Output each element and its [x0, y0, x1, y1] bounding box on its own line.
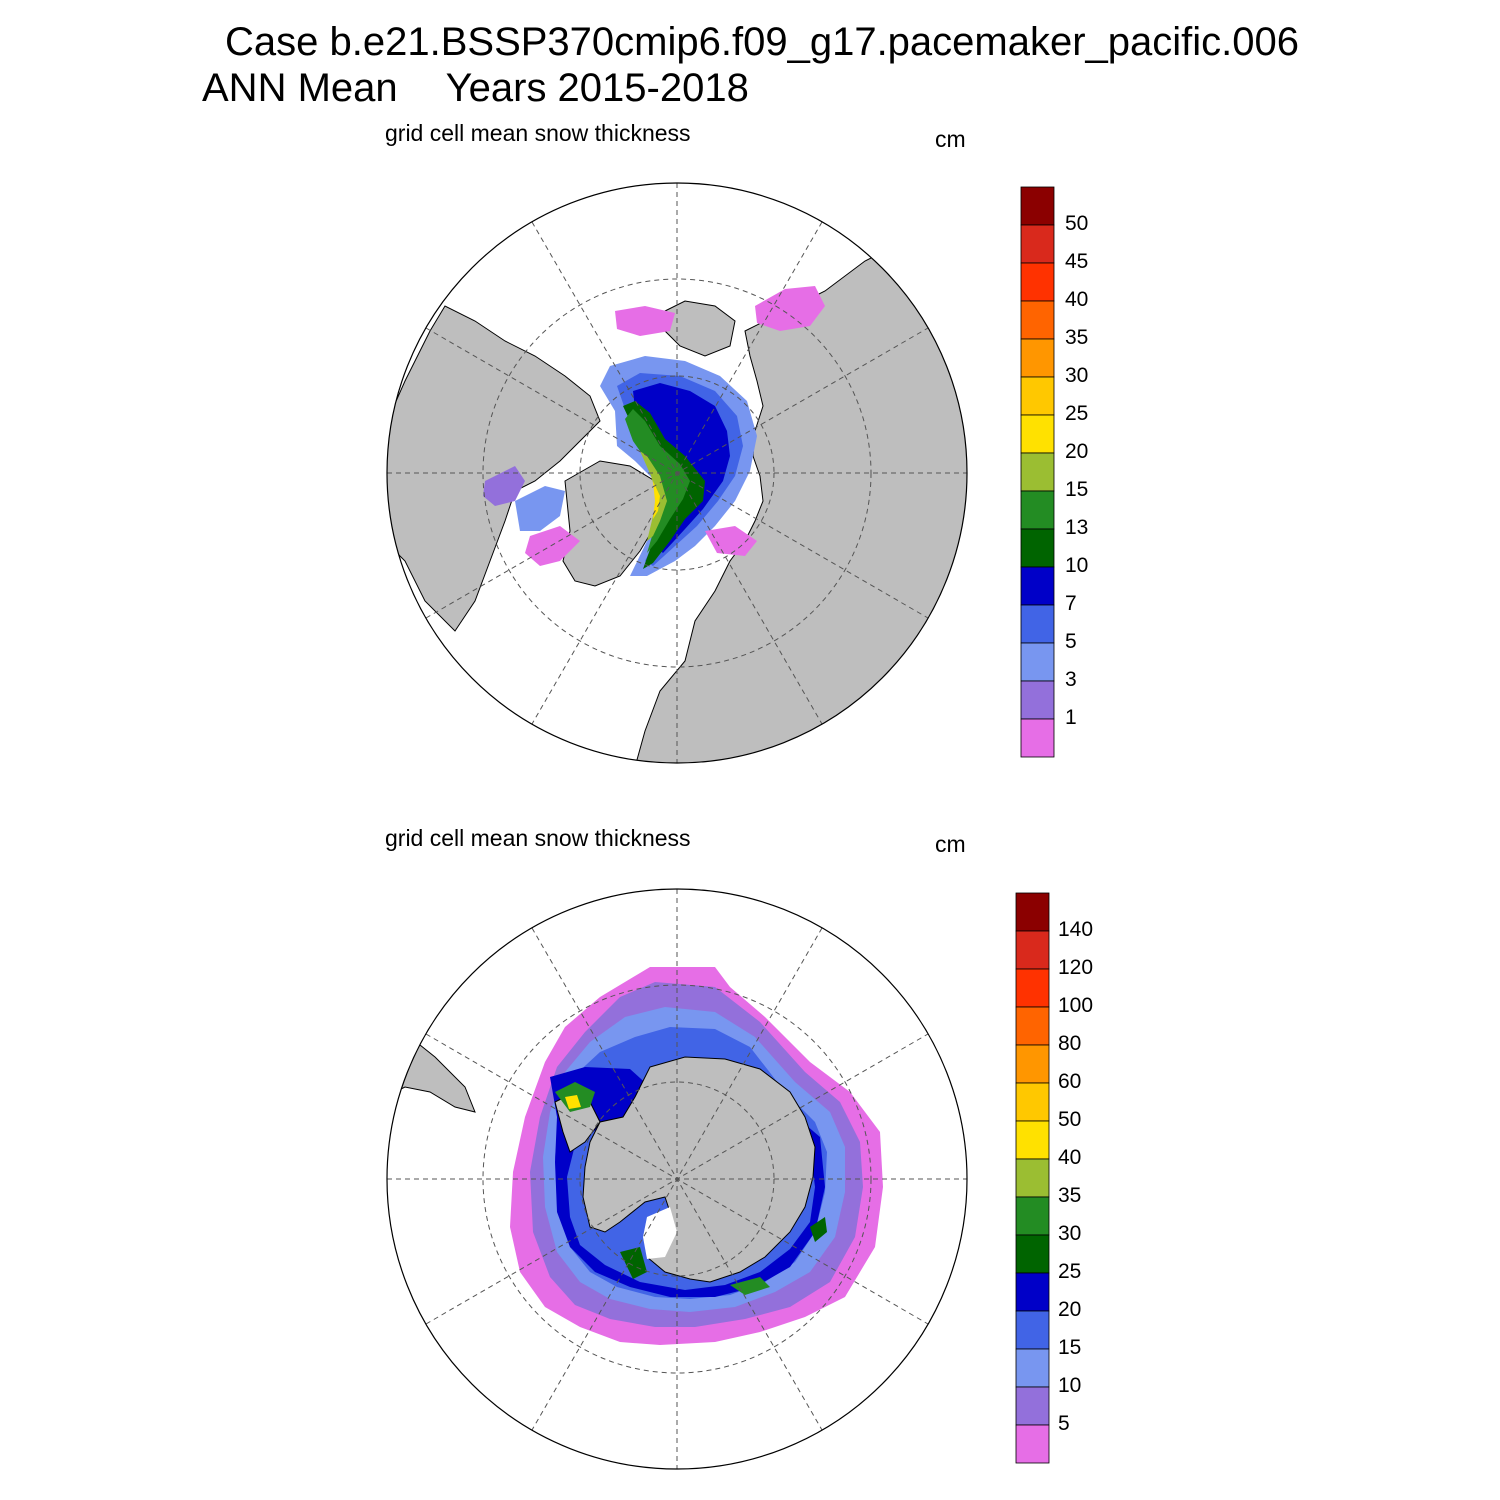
nh-panel-title: grid cell mean snow thickness — [385, 120, 691, 146]
colorbar-box — [1015, 1424, 1050, 1464]
colorbar-box — [1020, 490, 1055, 530]
nh-alaska — [664, 300, 736, 357]
colorbar-box — [1015, 1196, 1050, 1236]
nh-snow-25 — [653, 481, 660, 519]
colorbar-tick-label: 3 — [1065, 668, 1077, 691]
period-title: ANN Mean Years 2015-2018 — [202, 66, 749, 111]
colorbar-box — [1015, 968, 1050, 1008]
case-title: Case b.e21.BSSP370cmip6.f09_g17.pacemake… — [225, 20, 1300, 64]
colorbar-tick-label: 35 — [1065, 326, 1089, 349]
colorbar-box — [1020, 338, 1055, 378]
sh-snow-ross-25 — [620, 1247, 647, 1279]
colorbar-box — [1020, 452, 1055, 492]
colorbar-tick-label: 13 — [1065, 516, 1089, 539]
colorbar-box — [1020, 642, 1055, 682]
colorbar-box — [1015, 1386, 1050, 1426]
season-label: ANN Mean — [202, 66, 398, 110]
colorbar-box — [1020, 186, 1055, 226]
colorbar-tick-label: 25 — [1058, 1260, 1082, 1283]
colorbar-box — [1015, 1120, 1050, 1160]
sh-snow-amundsen-30 — [730, 1277, 770, 1295]
nh-unit-label: cm — [935, 126, 966, 152]
colorbar-box — [1015, 892, 1050, 932]
years-label: Years 2015-2018 — [445, 66, 749, 110]
colorbar-tick-label: 30 — [1065, 364, 1089, 387]
nh-land — [387, 305, 601, 632]
nh-snow-20 — [640, 451, 667, 541]
colorbar-box — [1015, 1234, 1050, 1274]
colorbar-tick-label: 5 — [1065, 630, 1077, 653]
colorbar-box — [1015, 1158, 1050, 1198]
colorbar-box — [1020, 604, 1055, 644]
nh-snow-15 — [625, 409, 690, 553]
colorbar-tick-label: 40 — [1065, 288, 1089, 311]
colorbar-tick-label: 15 — [1058, 1336, 1082, 1359]
colorbar-tick-label: 7 — [1065, 592, 1077, 615]
colorbar-tick-label: 120 — [1058, 956, 1094, 979]
nh-polar-map — [386, 182, 968, 764]
sh-colorbar — [1015, 892, 1051, 1469]
colorbar-box — [1015, 1044, 1050, 1084]
colorbar-box — [1015, 1348, 1050, 1388]
colorbar-tick-label: 20 — [1058, 1298, 1082, 1321]
colorbar-tick-label: 25 — [1065, 402, 1089, 425]
colorbar-box — [1015, 1272, 1050, 1312]
nh-snow-okhotsk — [755, 286, 825, 331]
colorbar-box — [1020, 680, 1055, 720]
colorbar-tick-label: 5 — [1058, 1412, 1070, 1435]
nh-snow-bering — [615, 306, 675, 336]
colorbar-box — [1020, 718, 1055, 758]
colorbar-box — [1020, 262, 1055, 302]
colorbar-box — [1020, 414, 1055, 454]
colorbar-box — [1020, 566, 1055, 606]
colorbar-tick-label: 20 — [1065, 440, 1089, 463]
colorbar-tick-label: 50 — [1058, 1108, 1082, 1131]
sh-ross-ice — [643, 1207, 677, 1259]
colorbar-box — [1015, 1082, 1050, 1122]
colorbar-tick-label: 80 — [1058, 1032, 1082, 1055]
colorbar-box — [1020, 376, 1055, 416]
colorbar-box — [1020, 300, 1055, 340]
colorbar-tick-label: 60 — [1058, 1070, 1082, 1093]
colorbar-box — [1015, 1310, 1050, 1350]
colorbar-box — [1020, 224, 1055, 264]
nh-snow-baffin — [483, 466, 525, 506]
colorbar-tick-label: 15 — [1065, 478, 1089, 501]
colorbar-box — [1015, 930, 1050, 970]
colorbar-tick-label: 50 — [1065, 212, 1089, 235]
colorbar-tick-label: 40 — [1058, 1146, 1082, 1169]
sh-colorbar-boxes — [1015, 892, 1050, 1464]
nh-greenland — [562, 460, 669, 587]
sh-unit-label: cm — [935, 831, 966, 857]
colorbar-tick-label: 140 — [1058, 918, 1094, 941]
colorbar-tick-label: 10 — [1065, 554, 1089, 577]
colorbar-tick-label: 35 — [1058, 1184, 1082, 1207]
colorbar-box — [1020, 528, 1055, 568]
sh-polar-map — [386, 888, 968, 1470]
sh-snow-weddell-40 — [565, 1095, 581, 1109]
colorbar-tick-label: 45 — [1065, 250, 1089, 273]
nh-colorbar-boxes — [1020, 186, 1055, 758]
nh-snow-barents — [705, 526, 757, 556]
colorbar-box — [1015, 1006, 1050, 1046]
colorbar-tick-label: 30 — [1058, 1222, 1082, 1245]
colorbar-tick-label: 10 — [1058, 1374, 1082, 1397]
colorbar-tick-label: 100 — [1058, 994, 1094, 1017]
nh-colorbar — [1020, 186, 1056, 763]
colorbar-tick-label: 1 — [1065, 706, 1077, 729]
nh-snow-hudson — [515, 486, 565, 531]
sh-snow-east-25 — [810, 1217, 827, 1242]
sh-panel-title: grid cell mean snow thickness — [385, 825, 691, 851]
nh-snow-labrador — [525, 526, 580, 566]
